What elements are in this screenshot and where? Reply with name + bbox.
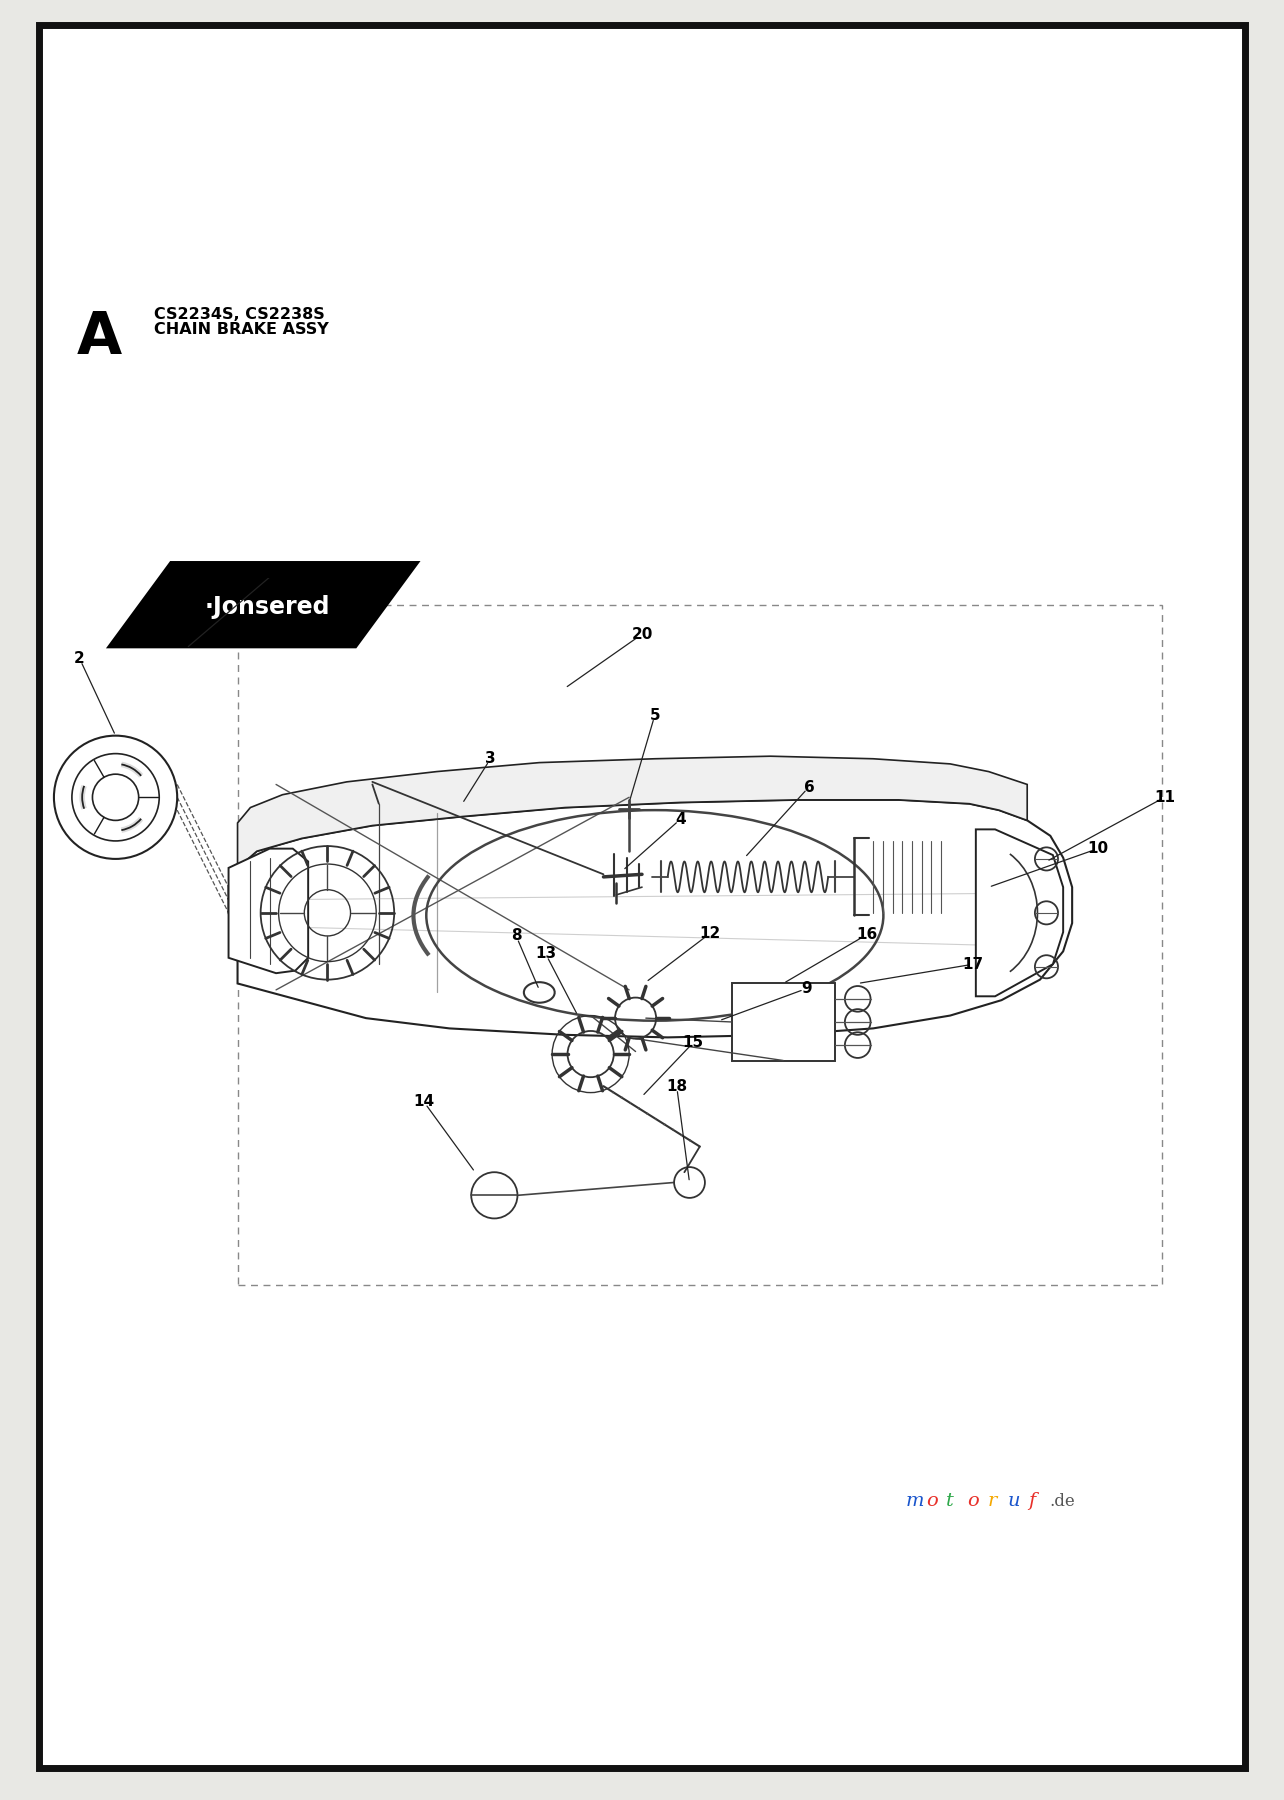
Polygon shape (238, 756, 1027, 868)
Text: 20: 20 (632, 626, 652, 643)
Polygon shape (105, 562, 420, 648)
Text: r: r (987, 1492, 996, 1510)
Polygon shape (229, 848, 308, 974)
Text: u: u (1008, 1492, 1021, 1510)
Text: 2: 2 (74, 652, 85, 666)
Text: CS2234S, CS2238S: CS2234S, CS2238S (154, 306, 325, 322)
Text: 6: 6 (804, 779, 814, 794)
Text: f: f (1028, 1492, 1036, 1510)
Text: CHAIN BRAKE ASSY: CHAIN BRAKE ASSY (154, 322, 329, 337)
Text: 13: 13 (535, 947, 556, 961)
Text: 15: 15 (683, 1035, 704, 1049)
Text: 10: 10 (1088, 841, 1108, 857)
Text: 8: 8 (511, 929, 521, 943)
Bar (732, 983, 835, 1060)
Text: 14: 14 (413, 1094, 434, 1109)
Text: .de: .de (1049, 1492, 1075, 1510)
Text: o: o (926, 1492, 937, 1510)
Text: 4: 4 (675, 812, 686, 826)
Text: t: t (946, 1492, 954, 1510)
Text: 18: 18 (666, 1078, 687, 1094)
Text: 19: 19 (263, 567, 284, 581)
Text: 17: 17 (963, 956, 984, 972)
Bar (238, 605, 1162, 1285)
Polygon shape (976, 830, 1063, 997)
Polygon shape (229, 799, 1072, 1037)
Text: 9: 9 (801, 981, 811, 995)
Text: 3: 3 (485, 751, 496, 767)
Text: A: A (77, 310, 122, 367)
Text: 12: 12 (700, 925, 720, 941)
Text: 16: 16 (856, 927, 877, 941)
Text: 5: 5 (650, 707, 660, 722)
Text: 11: 11 (1154, 790, 1175, 805)
Text: ·Jonsered: ·Jonsered (204, 596, 330, 619)
Text: o: o (967, 1492, 978, 1510)
Text: m: m (905, 1492, 923, 1510)
